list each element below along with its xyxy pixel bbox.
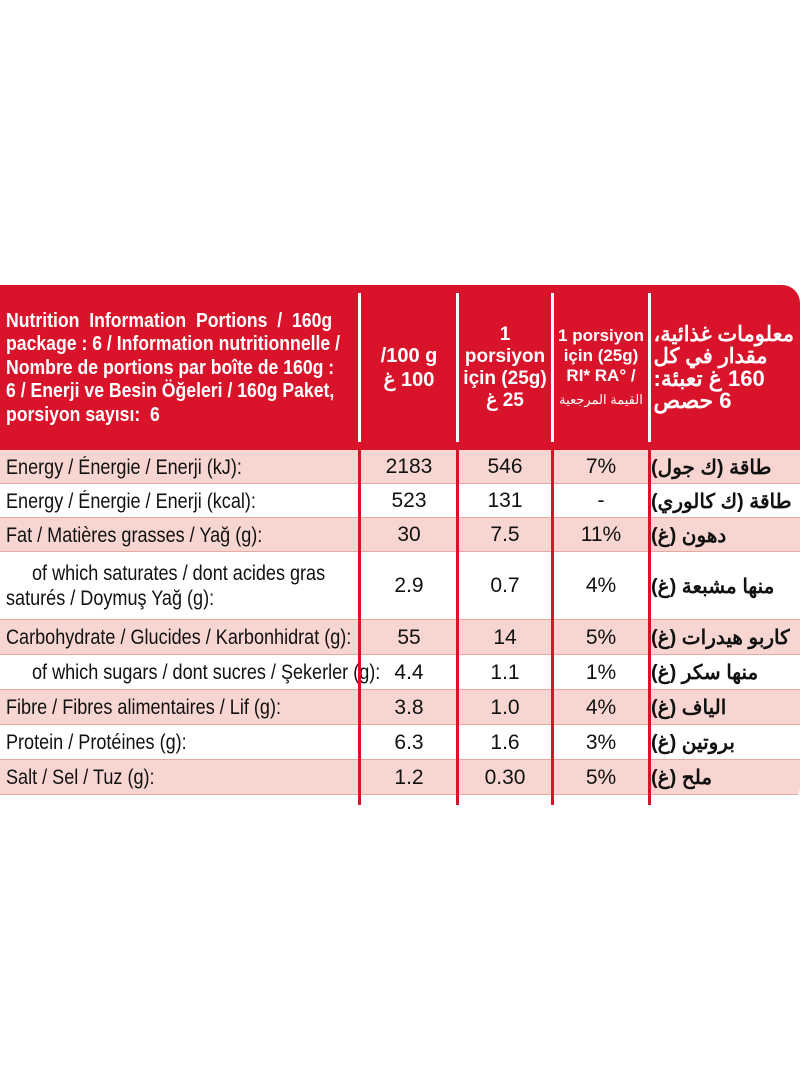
table-row: Protein / Protéines (g): 6.3 1.6 3% بروت… xyxy=(0,725,800,760)
row-label: of which sugars / dont sucres / Şekerler… xyxy=(32,655,380,690)
cell-arabic: طاقة (ك جول) xyxy=(651,456,772,479)
cell-arabic: كاربو هيدرات (غ) xyxy=(651,627,790,649)
cell-per-portion: 546 xyxy=(487,455,523,478)
cell-ri: 1% xyxy=(585,660,617,684)
cell-per-portion: 0.30 xyxy=(484,765,526,789)
cell-arabic: دهون (غ) xyxy=(651,524,727,547)
cell-per-portion: 131 xyxy=(487,489,523,512)
column-divider xyxy=(648,450,651,805)
cell-per-portion: 0.7 xyxy=(490,574,520,597)
header-per-portion: 1 porsiyon için (25g) 25 غ xyxy=(459,285,551,450)
table-row: Energy / Énergie / Enerji (kcal): 523 13… xyxy=(0,484,800,518)
cell-per-100g: 30 xyxy=(397,523,421,546)
header-arabic-line: مقدار في كل xyxy=(653,344,768,368)
header-ri-line: için (25g) xyxy=(563,345,639,365)
row-label-line: Energy / Énergie / Enerji (kJ): xyxy=(6,455,242,479)
header-ri-line: القيمة المرجعية xyxy=(559,391,643,407)
cell-per-100g: 523 xyxy=(391,489,427,512)
header-arabic-line: 160 غ تعبئة: xyxy=(653,365,765,391)
cell-per-100g: 55 xyxy=(397,625,421,649)
row-label: Protein / Protéines (g): xyxy=(6,725,358,760)
row-label-line: saturés / Doymuş Yağ (g): xyxy=(6,587,215,610)
header-arabic-line: 6 حصص xyxy=(653,387,732,413)
cell-ri: 7% xyxy=(585,455,617,478)
cell-arabic: منها مشبعة (غ) xyxy=(651,575,775,598)
header-divider xyxy=(456,293,459,442)
cell-per-100g: 3.8 xyxy=(394,695,424,719)
header-divider xyxy=(648,293,651,442)
cell-ri: 11% xyxy=(580,523,622,546)
cell-arabic: طاقة (ك كالوري) xyxy=(651,490,792,513)
row-label: Energy / Énergie / Enerji (kcal): xyxy=(6,484,358,518)
cell-per-portion: 14 xyxy=(493,625,517,649)
cell-per-portion: 1.6 xyxy=(490,730,520,754)
row-label-line: Protein / Protéines (g): xyxy=(6,731,187,754)
header-per-portion-line: 25 غ xyxy=(486,389,524,411)
table-row: Energy / Énergie / Enerji (kJ): 2183 546… xyxy=(0,450,800,484)
cell-ri: - xyxy=(597,489,605,512)
row-label: Carbohydrate / Glucides / Karbonhidrat (… xyxy=(6,620,358,655)
cell-per-portion: 1.1 xyxy=(490,660,520,684)
row-label-line: of which saturates / dont acides gras xyxy=(32,562,326,585)
cell-per-100g: 1.2 xyxy=(394,765,424,789)
cell-per-100g: 2183 xyxy=(385,455,433,478)
header-per-100g-line: 100 غ xyxy=(383,368,435,391)
header-ri-line: 1 porsiyon xyxy=(558,325,644,345)
header-arabic-line: معلومات غذائية، xyxy=(653,322,795,346)
table-row: Salt / Sel / Tuz (g): 1.2 0.30 5% ملح (غ… xyxy=(0,760,800,795)
cell-arabic: منها سكر (غ) xyxy=(651,662,759,684)
header-ri-line: RI* RA° / xyxy=(566,365,636,385)
column-divider xyxy=(551,450,554,805)
header-per-portion-line: için (25g) xyxy=(463,367,547,389)
cell-ri: 5% xyxy=(585,625,617,649)
header-title-line: package : 6 / Information nutritionnelle… xyxy=(6,332,341,356)
cell-arabic: بروتين (غ) xyxy=(651,732,735,754)
column-divider xyxy=(358,450,361,805)
row-label-line: Fat / Matières grasses / Yağ (g): xyxy=(6,523,263,547)
header-per-portion-line: 1 porsiyon xyxy=(464,323,546,367)
header-arabic: معلومات غذائية، مقدار في كل 160 غ تعبئة:… xyxy=(651,285,800,450)
row-label-line: Carbohydrate / Glucides / Karbonhidrat (… xyxy=(6,626,352,649)
row-label-line: of which sugars / dont sucres / Şekerler… xyxy=(32,661,381,684)
column-divider xyxy=(456,450,459,805)
table-row: of which saturates / dont acides gras sa… xyxy=(0,552,800,620)
table-row: Carbohydrate / Glucides / Karbonhidrat (… xyxy=(0,620,800,655)
cell-per-100g: 4.4 xyxy=(394,660,424,684)
cell-per-portion: 7.5 xyxy=(490,523,520,546)
row-label-line: Fibre / Fibres alimentaires / Lif (g): xyxy=(6,696,281,719)
cell-ri: 5% xyxy=(585,765,617,789)
header-title-line: Nombre de portions par boîte de 160g : xyxy=(6,355,335,379)
cell-arabic: الياف (غ) xyxy=(651,697,727,719)
header-per-100g-line: /100 g xyxy=(380,344,438,367)
header-divider xyxy=(551,293,554,442)
row-label: Salt / Sel / Tuz (g): xyxy=(6,760,358,795)
cell-ri: 4% xyxy=(585,695,617,719)
row-label: of which saturates / dont acides gras sa… xyxy=(6,552,358,620)
cell-ri: 3% xyxy=(585,730,617,754)
nutrition-table: Nutrition Information Portions / 160g pa… xyxy=(0,285,800,805)
header-per-100g: /100 g 100 غ xyxy=(362,285,456,450)
cell-per-portion: 1.0 xyxy=(490,695,520,719)
header-ri: 1 porsiyon için (25g) RI* RA° / القيمة ا… xyxy=(554,285,648,450)
row-label: Energy / Énergie / Enerji (kJ): xyxy=(6,450,358,484)
row-label: Fibre / Fibres alimentaires / Lif (g): xyxy=(6,690,358,725)
header-title-line: porsiyon sayısı: 6 xyxy=(6,402,160,426)
row-label: Fat / Matières grasses / Yağ (g): xyxy=(6,518,358,552)
table-body: Energy / Énergie / Enerji (kJ): 2183 546… xyxy=(0,450,800,795)
header-title-line: Nutrition Information Portions / 160g xyxy=(6,308,333,332)
table-row: Fibre / Fibres alimentaires / Lif (g): 3… xyxy=(0,690,800,725)
cell-ri: 4% xyxy=(585,574,617,597)
row-label-line: Salt / Sel / Tuz (g): xyxy=(6,766,155,789)
header-title: Nutrition Information Portions / 160g pa… xyxy=(6,285,358,450)
cell-per-100g: 2.9 xyxy=(394,574,424,597)
row-label-line: Energy / Énergie / Enerji (kcal): xyxy=(6,489,256,513)
table-row: of which sugars / dont sucres / Şekerler… xyxy=(0,655,800,690)
header-title-line: 6 / Enerji ve Besin Öğeleri / 160g Paket… xyxy=(6,379,335,403)
cell-per-100g: 6.3 xyxy=(394,730,424,754)
cell-arabic: ملح (غ) xyxy=(651,767,713,789)
table-header: Nutrition Information Portions / 160g pa… xyxy=(0,285,800,450)
header-divider xyxy=(358,293,361,442)
table-row: Fat / Matières grasses / Yağ (g): 30 7.5… xyxy=(0,518,800,552)
